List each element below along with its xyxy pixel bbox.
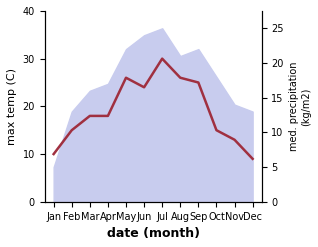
X-axis label: date (month): date (month)	[107, 227, 200, 240]
Y-axis label: max temp (C): max temp (C)	[7, 68, 17, 145]
Y-axis label: med. precipitation
(kg/m2): med. precipitation (kg/m2)	[289, 62, 311, 151]
